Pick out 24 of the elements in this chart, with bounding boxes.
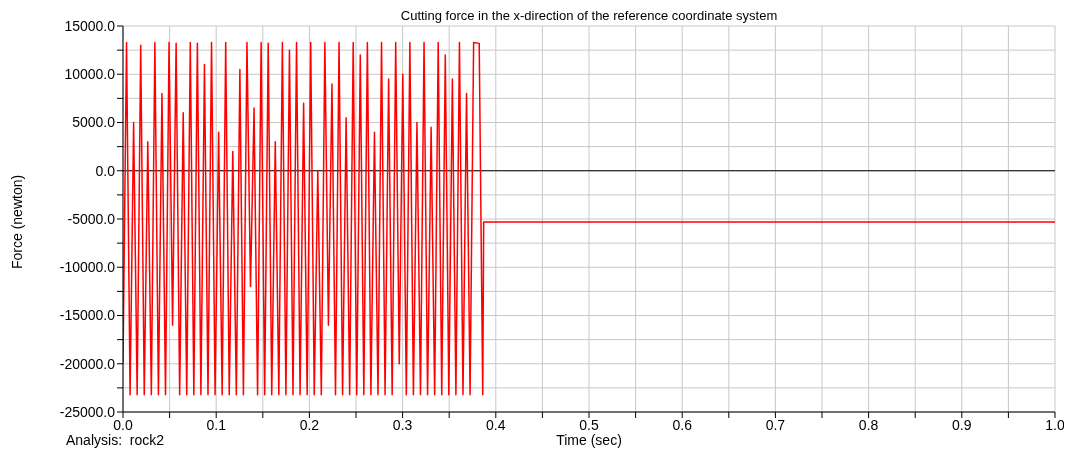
x-tick-label: 0.1 [206,416,227,433]
x-tick-label: 0.0 [113,416,133,433]
x-tick-label: 0.6 [672,416,693,433]
text: Analysis: rock2 [66,432,165,448]
y-tick-label: -25000.0 [59,403,116,420]
x-tick-label: 0.8 [858,416,879,433]
x-tick-label: 0.3 [392,416,413,433]
y-tick-label: -15000.0 [59,307,116,324]
y-tick-label: 15000.0 [64,17,116,34]
x-tick-label: 0.5 [579,416,599,433]
x-tick-label: 0.2 [299,416,320,433]
y-tick-label: 0.0 [95,162,116,179]
x-tick-label: 0.4 [486,416,506,433]
x-tick-label: 1.0 [1045,416,1065,433]
x-axis-title: Time (sec) [556,432,622,448]
y-tick-label: -5000.0 [67,210,116,227]
y-tick-label: 5000.0 [72,114,116,131]
chart-title: Cutting force in the x-direction of the reference coordinate system [399,8,779,23]
x-tick-label: 0.9 [952,416,972,433]
y-axis-title: Force (newton) [8,174,25,269]
y-tick-label: -10000.0 [59,259,116,276]
y-tick-label: -20000.0 [59,355,116,372]
y-tick-label: 10000.0 [64,66,116,83]
x-tick-label: 0.7 [765,416,786,433]
